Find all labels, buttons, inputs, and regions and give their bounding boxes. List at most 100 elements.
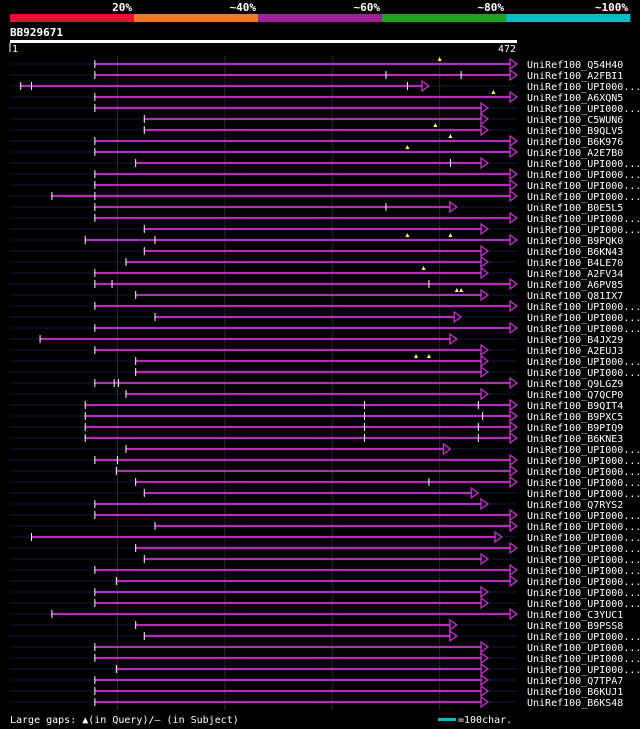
hit-label[interactable]: UniRef100_UPI000...	[527, 533, 640, 544]
hit-row[interactable]: UniRef100_Q7RYS2	[10, 497, 623, 511]
hit-row[interactable]: UniRef100_B6KNE3	[10, 431, 623, 445]
hit-label[interactable]: UniRef100_B9PSS8	[527, 621, 623, 632]
hit-row[interactable]: UniRef100_B0E5L5	[10, 200, 623, 214]
hit-row[interactable]: UniRef100_UPI000...	[10, 640, 640, 654]
hit-row[interactable]: UniRef100_UPI000...	[10, 453, 640, 467]
hit-label[interactable]: UniRef100_B6KUJ1	[527, 687, 623, 698]
hit-label[interactable]: UniRef100_Q7TPA7	[527, 676, 623, 687]
hit-label[interactable]: UniRef100_B9PIQ9	[527, 423, 623, 434]
hit-row[interactable]: UniRef100_Q7QCP0	[10, 387, 623, 401]
hit-row[interactable]: UniRef100_Q54H40	[10, 57, 623, 71]
hit-label[interactable]: UniRef100_UPI000...	[527, 445, 640, 456]
hit-row[interactable]: UniRef100_A6XQN5	[10, 90, 623, 104]
hit-label[interactable]: UniRef100_B9PQK0	[527, 236, 623, 247]
hit-label[interactable]: UniRef100_A2FBI1	[527, 71, 623, 82]
hit-row[interactable]: UniRef100_C5WUN6	[10, 112, 623, 126]
hit-row[interactable]: UniRef100_A2FBI1	[10, 68, 623, 82]
hit-row[interactable]: UniRef100_UPI000...	[10, 189, 640, 203]
hit-label[interactable]: UniRef100_B4JX29	[527, 335, 623, 346]
hit-row[interactable]: UniRef100_B9PSS8	[10, 618, 623, 632]
hit-label[interactable]: UniRef100_B6K976	[527, 137, 623, 148]
hit-row[interactable]: UniRef100_UPI000...	[10, 354, 640, 368]
hit-row[interactable]: UniRef100_UPI000...	[10, 222, 640, 236]
hit-label[interactable]: UniRef100_B9PXC5	[527, 412, 623, 423]
hit-row[interactable]: UniRef100_UPI000...	[10, 574, 640, 588]
hit-row[interactable]: UniRef100_UPI000...	[10, 629, 640, 643]
hit-row[interactable]: UniRef100_B6KN43	[10, 244, 623, 258]
hit-label[interactable]: UniRef100_A6PV85	[527, 280, 623, 291]
hit-row[interactable]: UniRef100_UPI000...	[10, 585, 640, 599]
hit-label[interactable]: UniRef100_C5WUN6	[527, 115, 623, 126]
hit-row[interactable]: UniRef100_B9PQK0	[10, 233, 623, 247]
hit-row[interactable]: UniRef100_UPI000...	[10, 299, 640, 313]
hit-row[interactable]: UniRef100_UPI000...	[10, 596, 640, 610]
hit-label[interactable]: UniRef100_Q7QCP0	[527, 390, 623, 401]
hit-row[interactable]: UniRef100_UPI000...	[10, 101, 640, 115]
hit-label[interactable]: UniRef100_Q54H40	[527, 60, 623, 71]
hit-row[interactable]: UniRef100_UPI000...	[10, 530, 640, 544]
hit-row[interactable]: UniRef100_UPI000...	[10, 167, 640, 181]
hit-label[interactable]: UniRef100_C3YUC1	[527, 610, 623, 621]
hit-label[interactable]: UniRef100_UPI000...	[527, 181, 640, 192]
hit-row[interactable]: UniRef100_UPI000...	[10, 519, 640, 533]
hit-row[interactable]: UniRef100_UPI000...	[10, 508, 640, 522]
hit-label[interactable]: UniRef100_UPI000...	[527, 577, 640, 588]
hit-label[interactable]: UniRef100_B9QIT4	[527, 401, 623, 412]
hit-label[interactable]: UniRef100_A2EUJ3	[527, 346, 623, 357]
hit-label[interactable]: UniRef100_UPI000...	[527, 643, 640, 654]
hit-row[interactable]: UniRef100_A6PV85	[10, 277, 623, 291]
hit-row[interactable]: UniRef100_B6KUJ1	[10, 684, 623, 698]
hit-row[interactable]: UniRef100_B9QLV5	[10, 123, 623, 137]
hit-label[interactable]: UniRef100_UPI000...	[527, 555, 640, 566]
hit-label[interactable]: UniRef100_UPI000...	[527, 588, 640, 599]
hit-label[interactable]: UniRef100_B6KN43	[527, 247, 623, 258]
hit-label[interactable]: UniRef100_UPI000...	[527, 313, 640, 324]
hit-label[interactable]: UniRef100_B9QLV5	[527, 126, 623, 137]
hit-label[interactable]: UniRef100_UPI000...	[527, 302, 640, 313]
hit-label[interactable]: UniRef100_UPI000...	[527, 456, 640, 467]
hit-row[interactable]: UniRef100_UPI000...	[10, 310, 640, 324]
hit-label[interactable]: UniRef100_UPI000...	[527, 104, 640, 115]
hit-label[interactable]: UniRef100_UPI000...	[527, 159, 640, 170]
hit-label[interactable]: UniRef100_Q81IX7	[527, 291, 623, 302]
hit-label[interactable]: UniRef100_B6KS48	[527, 698, 623, 709]
hit-row[interactable]: UniRef100_UPI000...	[10, 211, 640, 225]
hit-label[interactable]: UniRef100_UPI000...	[527, 467, 640, 478]
hit-label[interactable]: UniRef100_Q9LGZ9	[527, 379, 623, 390]
hit-label[interactable]: UniRef100_UPI000...	[527, 489, 640, 500]
hit-label[interactable]: UniRef100_B0E5L5	[527, 203, 623, 214]
hit-row[interactable]: UniRef100_A2EUJ3	[10, 343, 623, 357]
hit-row[interactable]: UniRef100_UPI000...	[10, 662, 640, 676]
hit-row[interactable]: UniRef100_UPI000...	[10, 365, 640, 379]
hit-label[interactable]: UniRef100_UPI000...	[527, 511, 640, 522]
hit-row[interactable]: UniRef100_UPI000...	[10, 156, 640, 170]
hit-label[interactable]: UniRef100_UPI000...	[527, 82, 640, 93]
hit-row[interactable]: UniRef100_C3YUC1	[10, 607, 623, 621]
hit-label[interactable]: UniRef100_UPI000...	[527, 324, 640, 335]
hit-label[interactable]: UniRef100_UPI000...	[527, 170, 640, 181]
hit-label[interactable]: UniRef100_UPI000...	[527, 566, 640, 577]
hit-row[interactable]: UniRef100_UPI000...	[10, 552, 640, 566]
hit-row[interactable]: UniRef100_B6K976	[10, 134, 623, 148]
hit-row[interactable]: UniRef100_B9PXC5	[10, 409, 623, 423]
hit-row[interactable]: UniRef100_B9PIQ9	[10, 420, 623, 434]
hit-row[interactable]: UniRef100_Q81IX7	[10, 288, 623, 302]
hit-label[interactable]: UniRef100_UPI000...	[527, 522, 640, 533]
hit-row[interactable]: UniRef100_B6KS48	[10, 695, 623, 709]
hit-label[interactable]: UniRef100_A2E7B0	[527, 148, 623, 159]
hit-label[interactable]: UniRef100_UPI000...	[527, 214, 640, 225]
hit-label[interactable]: UniRef100_UPI000...	[527, 368, 640, 379]
hit-row[interactable]: UniRef100_UPI000...	[10, 79, 640, 93]
hit-label[interactable]: UniRef100_UPI000...	[527, 478, 640, 489]
hit-row[interactable]: UniRef100_UPI000...	[10, 541, 640, 555]
hit-label[interactable]: UniRef100_UPI000...	[527, 654, 640, 665]
hit-label[interactable]: UniRef100_A6XQN5	[527, 93, 623, 104]
hit-label[interactable]: UniRef100_UPI000...	[527, 225, 640, 236]
hit-label[interactable]: UniRef100_UPI000...	[527, 544, 640, 555]
hit-row[interactable]: UniRef100_B4LE70	[10, 255, 623, 269]
hit-row[interactable]: UniRef100_UPI000...	[10, 464, 640, 478]
hit-row[interactable]: UniRef100_UPI000...	[10, 321, 640, 335]
hit-row[interactable]: UniRef100_A2E7B0	[10, 145, 623, 159]
hit-row[interactable]: UniRef100_UPI000...	[10, 651, 640, 665]
hit-label[interactable]: UniRef100_A2FV34	[527, 269, 623, 280]
